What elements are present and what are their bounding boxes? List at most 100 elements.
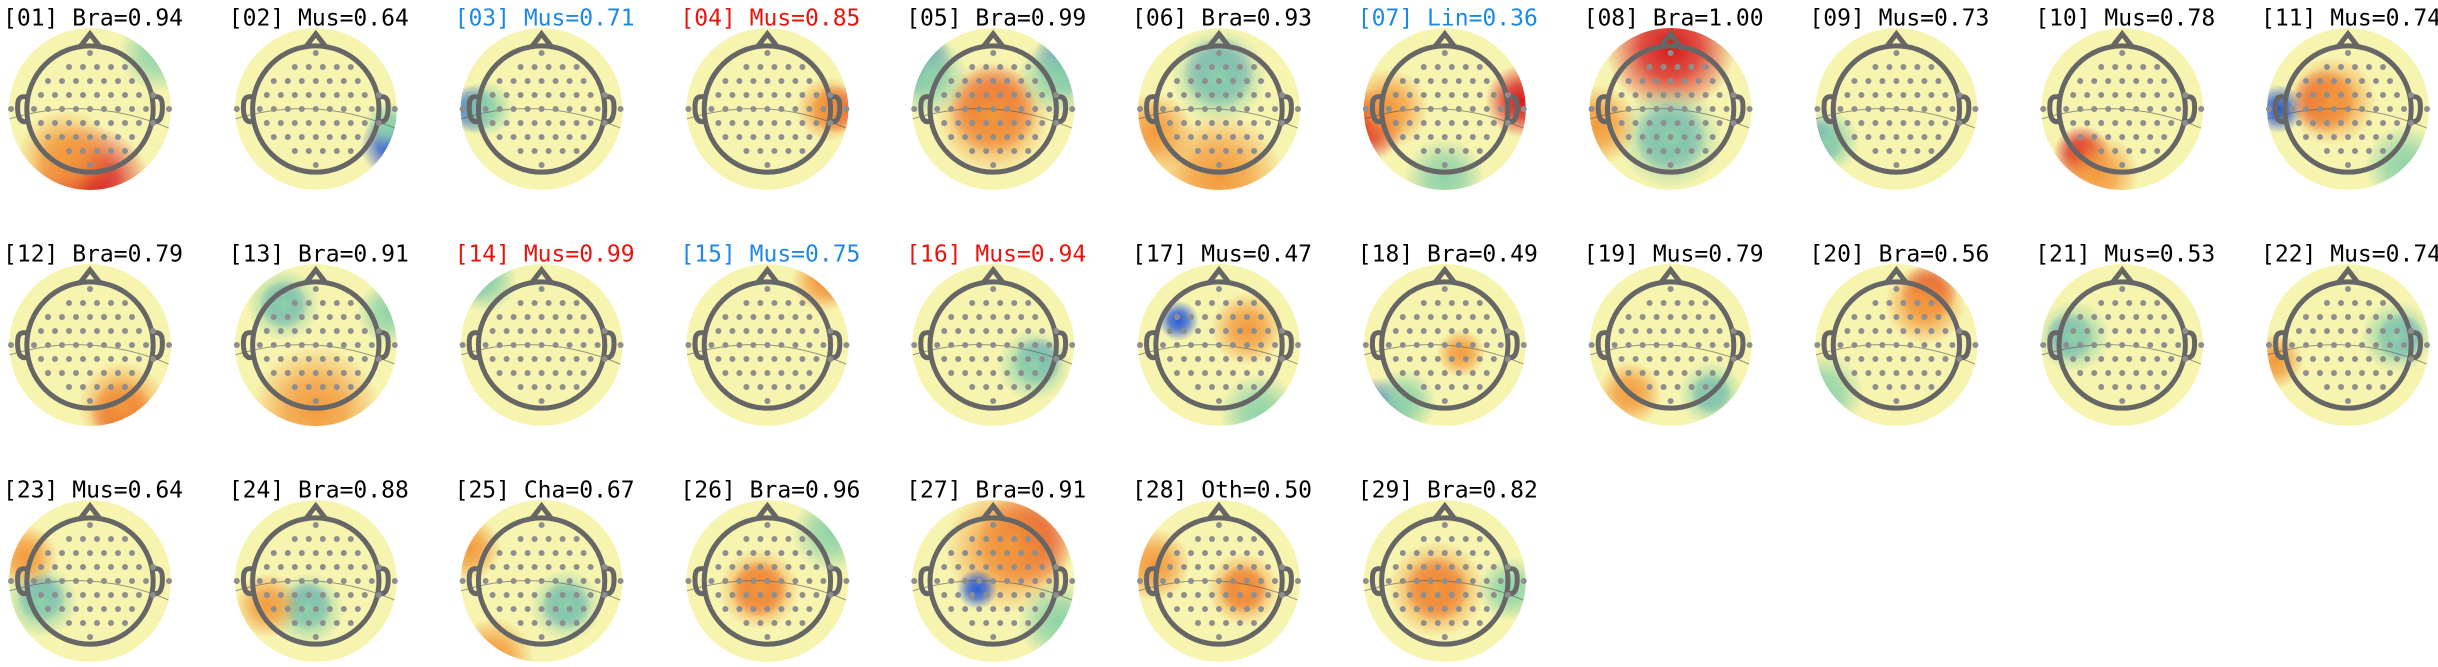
sensor [722, 342, 729, 348]
sensor [1011, 564, 1018, 570]
ear-right [829, 94, 843, 125]
sensor [997, 384, 1004, 390]
sensor [1709, 106, 1716, 112]
ear-right [1732, 330, 1746, 361]
sensor [361, 328, 368, 334]
sensor [948, 370, 955, 376]
sensor [799, 300, 806, 306]
sensor [101, 578, 107, 584]
head-outline [475, 279, 608, 411]
sensor [2317, 314, 2323, 320]
sensor [1202, 134, 1208, 140]
sensor [573, 300, 580, 306]
sensor [510, 578, 517, 584]
sensor [1469, 370, 1476, 376]
sensor [101, 342, 107, 348]
sensor [347, 536, 354, 542]
sensor [806, 550, 813, 556]
sensor [1216, 78, 1222, 84]
sensor [792, 370, 799, 376]
sensor [347, 92, 354, 98]
sensor [1667, 286, 1674, 292]
sensor [80, 300, 86, 306]
sensor [2394, 356, 2400, 362]
sensor [1483, 134, 1490, 140]
sensor [934, 578, 941, 584]
sensor [8, 342, 14, 348]
sensor [1681, 78, 1688, 84]
sensor [2040, 106, 2047, 112]
sensor [1025, 148, 1032, 154]
head-outline [1830, 279, 1963, 411]
sensor [354, 314, 361, 320]
sensor [108, 328, 114, 334]
ear-right [1958, 330, 1972, 361]
sensor [2408, 328, 2414, 334]
sensor [820, 106, 827, 112]
sensor [1216, 106, 1222, 112]
sensor [1695, 106, 1702, 112]
sensor [1865, 314, 1872, 320]
sensor [2338, 356, 2344, 362]
sensor [559, 592, 566, 598]
sensor [1688, 92, 1695, 98]
sensor [2352, 120, 2358, 126]
sensor [1448, 384, 1455, 390]
sensor [941, 592, 948, 598]
sensor [1935, 106, 1942, 112]
sensor [2352, 92, 2358, 98]
sensor [8, 578, 14, 584]
sensor [2161, 78, 2168, 84]
nose [2336, 29, 2360, 49]
sensor [813, 356, 820, 362]
sensor [1039, 592, 1046, 598]
sensor [1646, 92, 1653, 98]
sensor [757, 120, 764, 126]
sensor [291, 620, 298, 626]
sensor [270, 78, 277, 84]
sensor [1011, 148, 1018, 154]
sensor [2133, 134, 2140, 140]
sensor [136, 356, 142, 362]
ear-right [603, 94, 617, 125]
sensor [1223, 620, 1229, 626]
sensor [750, 578, 757, 584]
ear-left [2273, 94, 2286, 125]
sensor [524, 606, 531, 612]
map-blob [718, 548, 800, 630]
sensor [580, 370, 587, 376]
sensor [2084, 120, 2091, 126]
sensor [122, 592, 128, 598]
sensor [45, 606, 51, 612]
sensor [757, 64, 764, 70]
sensor [333, 328, 340, 334]
sensor [948, 134, 955, 140]
sensor [1949, 342, 1956, 348]
sensor [1441, 162, 1448, 168]
sensor [1244, 78, 1250, 84]
sensor [1392, 564, 1399, 570]
sensor [792, 78, 799, 84]
sensor [333, 120, 340, 126]
sensor [1618, 328, 1625, 334]
sensor [722, 370, 729, 376]
sensor [827, 92, 834, 98]
sensor [969, 564, 976, 570]
sensor [729, 356, 736, 362]
sensor [1216, 398, 1222, 404]
sensor [1667, 342, 1674, 348]
component-title: [18] Bra=0.49 [1358, 242, 1538, 268]
sensor [354, 606, 361, 612]
sensor [1413, 314, 1420, 320]
ear-right [1055, 94, 1069, 125]
sensor [1709, 134, 1716, 140]
sensor [2154, 328, 2161, 334]
sensor [2296, 356, 2302, 362]
scalp-map [1138, 264, 1300, 426]
sensor [955, 328, 962, 334]
sensor [843, 106, 850, 112]
sensor [1646, 356, 1653, 362]
sensor [715, 592, 722, 598]
sensor [1483, 78, 1490, 84]
sensor [361, 92, 368, 98]
